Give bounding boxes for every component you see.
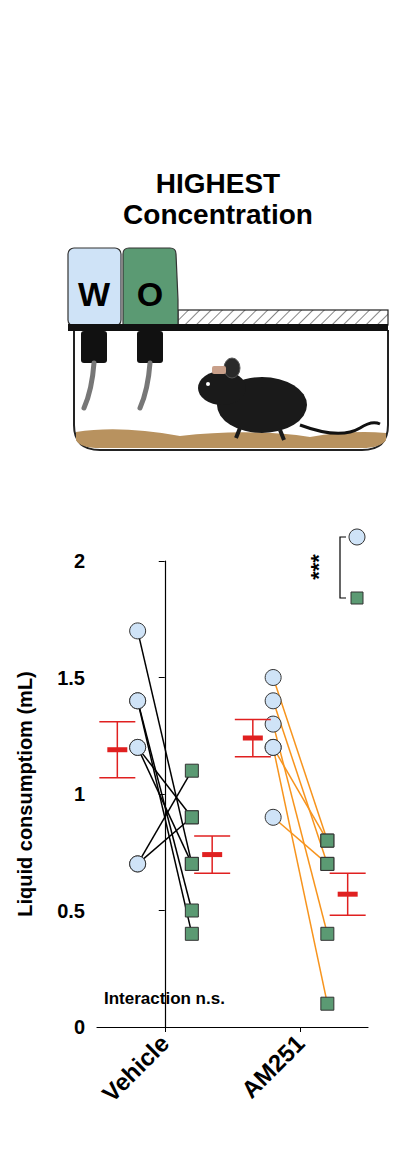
svg-text:W: W	[78, 275, 111, 313]
svg-text:Liquid consumptiom (mL): Liquid consumptiom (mL)	[14, 671, 36, 917]
svg-text:1: 1	[74, 783, 85, 805]
svg-text:0.5: 0.5	[57, 900, 85, 922]
svg-text:1.5: 1.5	[57, 667, 85, 689]
svg-text:HIGHEST: HIGHEST	[156, 168, 280, 199]
svg-text:O: O	[137, 275, 163, 313]
svg-text:Interaction n.s.: Interaction n.s.	[104, 989, 225, 1008]
svg-text:Concentration: Concentration	[123, 199, 313, 230]
svg-text:2: 2	[74, 550, 85, 572]
svg-text:AM251: AM251	[236, 1029, 310, 1103]
svg-text:0: 0	[74, 1016, 85, 1038]
svg-text:Vehicle: Vehicle	[97, 1029, 175, 1107]
svg-text:***: ***	[306, 554, 331, 580]
